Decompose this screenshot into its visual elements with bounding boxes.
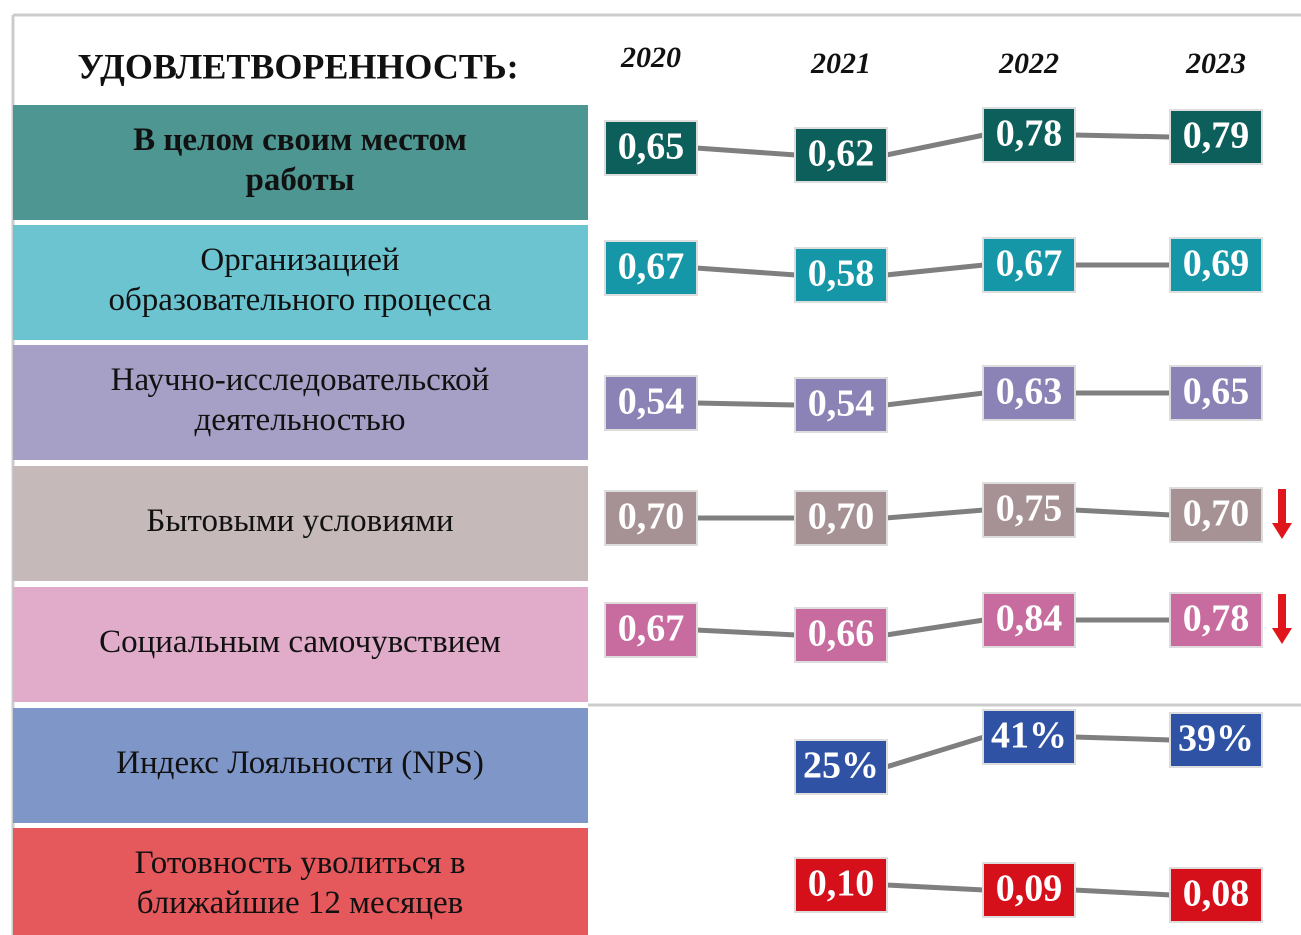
- connector: [885, 262, 985, 278]
- value-box: [794, 607, 888, 663]
- connector: [1073, 887, 1172, 898]
- year-label: 2021: [810, 47, 871, 80]
- row-label-cell: [13, 225, 588, 340]
- value: 0,65: [618, 126, 685, 168]
- value-box: [1169, 237, 1263, 293]
- row-label: Социальным самочувствием: [99, 624, 501, 660]
- connector: [885, 390, 985, 408]
- row-label-cell: [13, 466, 588, 581]
- connector: [1073, 132, 1172, 140]
- value: 0,67: [996, 243, 1063, 285]
- value-box: [982, 237, 1076, 293]
- value: 0,78: [1183, 598, 1250, 640]
- connector: [695, 145, 797, 158]
- down-arrow: [1272, 594, 1292, 644]
- row-label-cell: [13, 828, 588, 935]
- value: 0,79: [1183, 115, 1250, 157]
- row-label: В целом своим местом: [133, 122, 467, 158]
- value: 0,70: [808, 496, 875, 538]
- year-label: 2022: [998, 47, 1059, 80]
- value-box: [1169, 365, 1263, 421]
- value-box: [604, 120, 698, 176]
- down-arrow: [1272, 489, 1292, 539]
- row-label-cell: [13, 587, 588, 702]
- row-label: Индекс Лояльности (NPS): [116, 745, 484, 781]
- connector: [885, 132, 985, 158]
- value: 0,54: [808, 383, 875, 425]
- row-label-cell: [13, 345, 588, 460]
- value-box: [1169, 867, 1263, 923]
- row-label: работы: [246, 162, 355, 198]
- value: 0,67: [618, 246, 685, 288]
- value: 41%: [991, 715, 1067, 757]
- value-box: [1169, 109, 1263, 165]
- value-box: [794, 739, 888, 795]
- value: 0,75: [996, 488, 1063, 530]
- year-label: 2020: [620, 41, 681, 74]
- value: 0,65: [1183, 371, 1250, 413]
- value-box: [794, 127, 888, 183]
- value-box: [982, 592, 1076, 648]
- value-box: [982, 107, 1076, 163]
- row-label: деятельностью: [195, 402, 406, 438]
- value-box: [1169, 712, 1263, 768]
- connector: [885, 617, 985, 638]
- row-label: Научно-исследовательской: [111, 362, 490, 398]
- row-label: Организацией: [200, 242, 399, 278]
- value-box: [982, 709, 1076, 765]
- value-box: [794, 857, 888, 913]
- value: 39%: [1178, 718, 1254, 760]
- value: 0,10: [808, 863, 875, 905]
- value: 25%: [803, 745, 879, 787]
- value-box: [794, 247, 888, 303]
- value: 0,78: [996, 113, 1063, 155]
- title: УДОВЛЕТВОРЕННОСТЬ:: [77, 46, 518, 86]
- connector: [695, 265, 797, 278]
- value-box: [604, 240, 698, 296]
- value: 0,54: [618, 381, 685, 423]
- row-label: Готовность уволиться в: [135, 845, 466, 881]
- value-box: [794, 377, 888, 433]
- value: 0,70: [618, 496, 685, 538]
- connector: [1073, 734, 1172, 743]
- value: 0,62: [808, 133, 875, 175]
- connector: [695, 627, 797, 638]
- row-label: ближайшие 12 месяцев: [137, 885, 464, 921]
- value: 0,09: [996, 868, 1063, 910]
- value: 0,67: [618, 608, 685, 650]
- value-box: [1169, 592, 1263, 648]
- year-label: 2023: [1185, 47, 1246, 80]
- connector: [885, 734, 985, 770]
- connector: [885, 882, 985, 893]
- value: 0,69: [1183, 243, 1250, 285]
- value: 0,66: [808, 613, 875, 655]
- value: 0,08: [1183, 873, 1250, 915]
- row-label-cell: [13, 105, 588, 220]
- connector: [1073, 507, 1172, 518]
- connector: [885, 507, 985, 521]
- value-box: [604, 375, 698, 431]
- row-label: образовательного процесса: [108, 282, 491, 318]
- value-box: [982, 482, 1076, 538]
- value: 0,84: [996, 598, 1063, 640]
- value-box: [982, 365, 1076, 421]
- row-label-cell: [13, 708, 588, 823]
- row-label: Бытовыми условиями: [146, 503, 453, 539]
- value-box: [794, 490, 888, 546]
- value-box: [982, 862, 1076, 918]
- connector: [695, 400, 797, 408]
- value: 0,63: [996, 371, 1063, 413]
- value: 0,58: [808, 253, 875, 295]
- value-box: [1169, 487, 1263, 543]
- value-box: [604, 602, 698, 658]
- value: 0,70: [1183, 493, 1250, 535]
- value-box: [604, 490, 698, 546]
